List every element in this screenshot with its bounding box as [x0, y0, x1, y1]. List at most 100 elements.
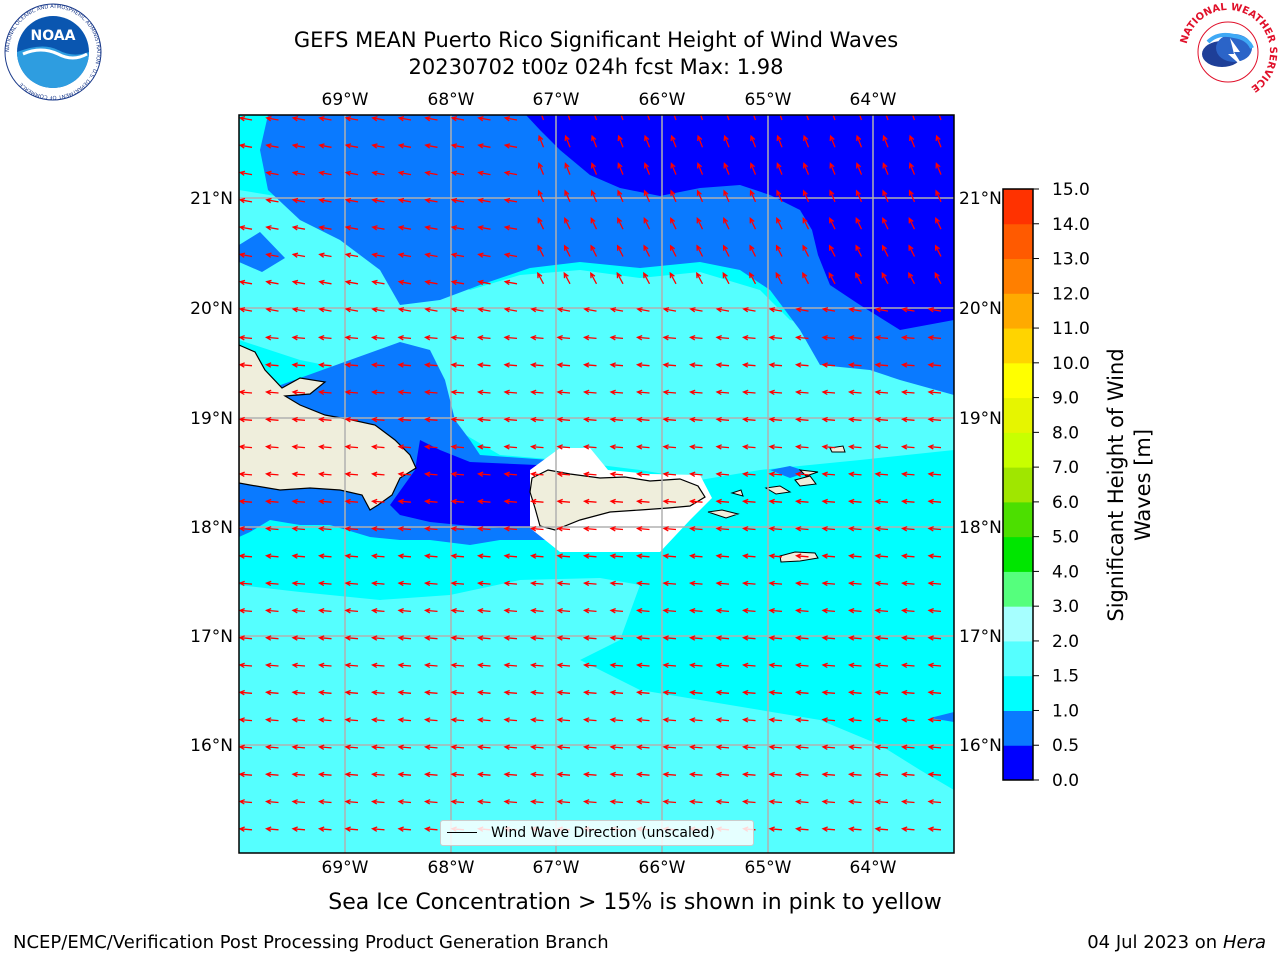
wave-direction-arrow — [662, 471, 677, 477]
wave-direction-arrow — [696, 162, 704, 175]
wave-direction-arrow — [821, 826, 836, 832]
wave-direction-arrow — [688, 689, 703, 696]
wave-direction-arrow — [556, 689, 571, 696]
wave-direction-arrow — [794, 662, 809, 669]
wave-direction-arrow — [900, 826, 915, 832]
wave-direction-arrow — [503, 471, 518, 477]
wave-direction-arrow — [874, 799, 889, 805]
wave-direction-arrow — [768, 362, 783, 368]
wave-direction-arrow — [635, 444, 650, 450]
wave-direction-arrow — [715, 444, 730, 450]
wave-direction-arrow — [802, 189, 810, 203]
wave-direction-arrow — [239, 526, 253, 532]
wave-direction-arrow — [609, 471, 624, 477]
wave-direction-arrow — [749, 189, 757, 203]
wave-direction-arrow — [715, 717, 730, 723]
wave-direction-arrow — [821, 471, 836, 477]
wave-direction-arrow — [583, 307, 597, 313]
wave-direction-arrow — [397, 334, 412, 341]
wave-direction-arrow — [908, 162, 916, 175]
wave-direction-arrow — [689, 307, 703, 313]
wave-direction-arrow — [643, 244, 651, 257]
footer-date: 04 Jul 2023 on Hera — [1087, 932, 1266, 953]
wave-direction-arrow — [855, 244, 863, 257]
wave-direction-arrow — [768, 744, 783, 750]
wave-direction-arrow — [609, 771, 624, 778]
wave-direction-arrow — [239, 170, 253, 176]
wave-direction-arrow — [291, 799, 306, 805]
wave-direction-arrow — [768, 471, 783, 477]
wave-direction-arrow — [696, 217, 704, 230]
wave-direction-arrow — [291, 225, 306, 231]
wave-direction-arrow — [450, 444, 465, 450]
lon-label: 69°W — [322, 858, 369, 878]
wave-direction-arrow — [371, 170, 385, 176]
wave-direction-arrow — [582, 526, 597, 532]
wave-direction-arrow — [874, 526, 889, 532]
wave-direction-arrow — [344, 115, 359, 122]
lat-label: 17°N — [190, 627, 233, 647]
wave-direction-arrow — [476, 471, 491, 477]
wave-direction-arrow — [699, 115, 704, 121]
wave-direction-arrow — [529, 362, 544, 368]
wave-direction-arrow — [722, 244, 730, 257]
wave-direction-arrow — [291, 416, 306, 423]
wave-direction-arrow — [317, 498, 332, 505]
wave-direction-arrow — [370, 526, 385, 532]
wave-direction-arrow — [397, 826, 412, 832]
wave-direction-arrow — [291, 580, 306, 587]
wave-direction-arrow — [477, 225, 491, 231]
wave-direction-arrow — [900, 553, 915, 559]
wave-direction-arrow — [927, 498, 942, 505]
wave-direction-arrow — [927, 471, 942, 477]
wave-direction-arrow — [317, 416, 332, 423]
wave-direction-arrow — [802, 244, 810, 257]
wave-direction-arrow — [344, 744, 359, 750]
lon-label: 68°W — [428, 858, 475, 878]
wave-direction-arrow — [556, 717, 571, 723]
wave-direction-arrow — [529, 607, 544, 614]
wave-direction-arrow — [371, 197, 385, 204]
wave-direction-arrow — [741, 771, 756, 778]
wave-direction-arrow — [935, 217, 942, 230]
wave-direction-arrow — [582, 362, 597, 368]
wave-direction-arrow — [370, 580, 385, 587]
wave-direction-arrow — [688, 362, 703, 368]
wave-direction-arrow — [239, 143, 253, 149]
wave-direction-arrow — [635, 580, 650, 587]
colorbar-segment — [1003, 397, 1033, 433]
wave-direction-arrow — [344, 498, 359, 505]
wave-direction-arrow — [397, 389, 412, 396]
wave-direction-arrow — [741, 389, 756, 396]
wave-direction-arrow — [927, 689, 942, 696]
wave-direction-arrow — [832, 115, 836, 121]
wave-direction-arrow — [450, 362, 465, 368]
wave-direction-arrow — [317, 771, 332, 778]
wave-direction-arrow — [874, 717, 889, 723]
wave-direction-arrow — [397, 580, 412, 587]
wave-direction-arrow — [423, 826, 438, 832]
wave-direction-arrow — [847, 662, 862, 669]
wave-direction-arrow — [803, 134, 810, 148]
wave-direction-arrow — [476, 689, 491, 696]
wave-direction-arrow — [908, 271, 916, 285]
wave-direction-arrow — [662, 526, 677, 532]
wave-direction-arrow — [291, 662, 306, 669]
colorbar-segment — [1003, 432, 1033, 468]
wave-direction-arrow — [291, 526, 306, 532]
wave-direction-arrow — [829, 134, 836, 148]
wave-direction-arrow — [794, 334, 809, 341]
wave-direction-arrow — [715, 498, 730, 505]
wave-direction-arrow — [609, 416, 624, 423]
wave-direction-arrow — [768, 580, 783, 587]
legend-line-swatch — [447, 832, 477, 833]
wave-direction-arrow — [503, 498, 518, 505]
wave-direction-arrow — [567, 115, 571, 121]
wave-direction-arrow — [264, 580, 279, 587]
wave-direction-arrow — [503, 526, 518, 532]
wave-direction-arrow — [529, 635, 544, 641]
wave-direction-arrow — [556, 471, 571, 477]
wave-direction-arrow — [564, 134, 571, 148]
wave-direction-arrow — [669, 271, 677, 285]
